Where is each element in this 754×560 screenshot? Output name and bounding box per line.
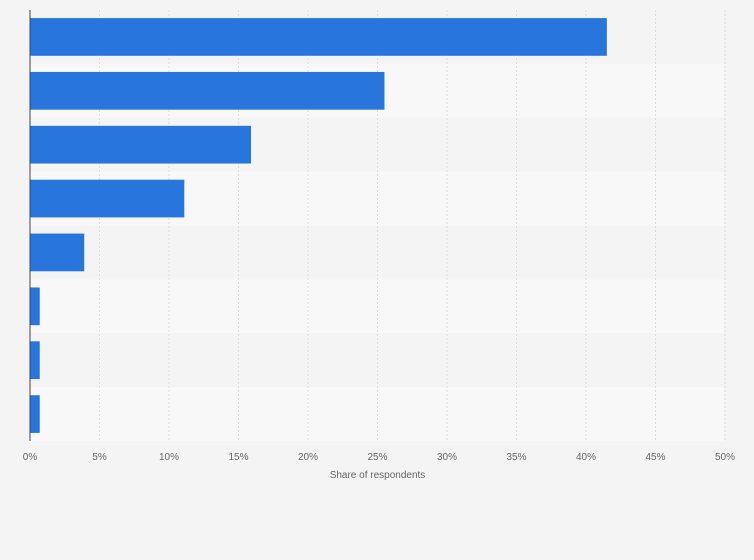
x-tick-label: 20% <box>298 452 318 463</box>
x-tick-label: 0% <box>23 452 38 463</box>
bar[interactable] <box>30 233 85 272</box>
bars <box>30 18 607 433</box>
x-tick-label: 5% <box>92 452 107 463</box>
x-axis-title: Share of respondents <box>330 470 426 481</box>
x-tick-label: 45% <box>645 452 665 463</box>
bar[interactable] <box>30 18 607 56</box>
bar[interactable] <box>30 71 385 110</box>
x-tick-label: 10% <box>159 452 179 463</box>
bar[interactable] <box>30 287 40 326</box>
x-tick-label: 40% <box>576 452 596 463</box>
bar[interactable] <box>30 341 40 380</box>
x-tick-label: 30% <box>437 452 457 463</box>
bar[interactable] <box>30 125 252 164</box>
x-tick-label: 50% <box>715 452 735 463</box>
x-tick-label: 35% <box>506 452 526 463</box>
x-tick-label: 25% <box>367 452 387 463</box>
x-tick-label: 15% <box>228 452 248 463</box>
x-axis-ticks: 0% 5% 10% 15% 20% 25% 30% 35% 40% 45% 50% <box>23 452 735 463</box>
bar[interactable] <box>30 179 185 218</box>
bar[interactable] <box>30 395 40 433</box>
